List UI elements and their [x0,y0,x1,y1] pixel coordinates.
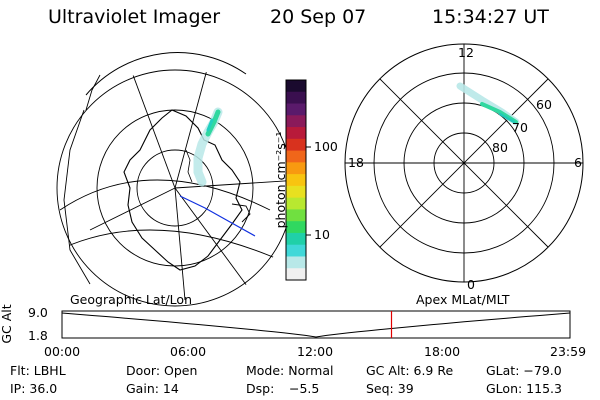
dsp-label: Dsp: [246,381,275,396]
mlat-label-60: 60 [536,97,552,112]
seq-info: Seq: 39 [366,381,414,396]
left-geographic-map [55,52,295,307]
mlt-label-18: 18 [348,155,364,170]
colorbar-stop [286,209,306,222]
colorbar-stop [286,127,306,140]
colorbar-stop [286,197,306,211]
colorbar-stop [286,232,306,246]
alt-ytick-1_8: 1.8 [28,328,48,343]
colorbar-stop [286,80,306,93]
colorbar-tick-100: 100 [314,139,338,154]
dsp-value: −5.5 [289,381,320,396]
time-label: 15:34:27 UT [432,6,549,28]
colorbar-unit-label: photon cm⁻²s⁻¹ [273,131,288,229]
door-info: Door: Open [126,363,198,378]
colorbar-stop [286,185,306,199]
colorbar [285,79,311,281]
colorbar-stop [286,174,306,187]
colorbar-stop [286,268,306,281]
colorbar-tick-10: 10 [314,227,330,242]
glon-info: GLon: 115.3 [486,381,562,396]
colorbar-stop [286,244,306,258]
mlt-label-12: 12 [458,45,474,60]
alt-ylabel: GC Alt [0,304,14,344]
colorbar-stop [286,115,306,128]
colorbar-stop [286,221,306,234]
alt-xtick-2359: 23:59 [550,344,587,359]
mode-info: Mode: Normal [246,363,334,378]
glat-info: GLat: −79.0 [486,363,562,378]
colorbar-stop [286,138,306,152]
alt-xtick-0600: 06:00 [170,344,207,359]
mlt-label-6: 6 [574,155,582,170]
ip-info: IP: 36.0 [10,381,58,396]
instrument-title: Ultraviolet Imager [48,6,221,28]
alt-ytick-9: 9.0 [28,305,48,320]
gc-alt-info: GC Alt: 6.9 Re [366,363,454,378]
filter-info: Flt: LBHL [10,363,66,378]
right-projection-label: Apex MLat/MLT [416,292,510,307]
colorbar-stop [286,162,306,175]
colorbar-stop [286,103,306,116]
right-polar-map [344,43,584,283]
alt-xtick-0000: 00:00 [44,344,81,359]
gain-info: Gain: 14 [126,381,179,396]
mlt-label-0: 0 [467,277,475,292]
colorbar-stop [286,150,306,163]
altitude-plot [61,310,571,339]
colorbar-stop [286,256,306,269]
mlat-label-80: 80 [492,140,508,155]
alt-xtick-1200: 12:00 [297,344,334,359]
mlat-label-70: 70 [512,120,528,135]
left-projection-label: Geographic Lat/Lon [70,292,192,307]
colorbar-stop [286,91,306,105]
alt-xtick-1800: 18:00 [424,344,461,359]
date-label: 20 Sep 07 [270,6,367,28]
